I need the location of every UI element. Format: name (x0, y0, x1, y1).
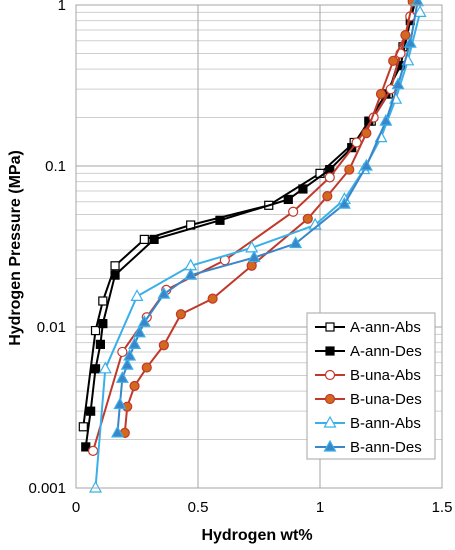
data-point (98, 296, 108, 306)
data-series (78, 0, 427, 493)
data-point (158, 340, 169, 351)
y-tick-label: 0.001 (28, 480, 66, 497)
data-point (123, 348, 137, 361)
data-point (359, 158, 373, 171)
legend-marker (325, 322, 335, 332)
data-point (110, 270, 120, 280)
data-point (95, 339, 106, 349)
data-point (113, 397, 127, 410)
legend-marker (324, 393, 336, 405)
x-tick-label: 0.5 (188, 499, 209, 516)
data-point (324, 172, 335, 183)
legend-label: B-una-Des (350, 391, 422, 408)
y-tick-label: 0.01 (37, 319, 66, 336)
y-tick-label: 1 (58, 0, 66, 14)
data-point (184, 267, 198, 280)
data-point (110, 425, 124, 438)
data-point (247, 250, 261, 263)
data-point (129, 380, 140, 392)
series-line (123, 1, 414, 433)
data-point (400, 30, 411, 41)
data-point (90, 364, 101, 374)
x-tick-label: 1 (316, 499, 324, 516)
x-axis-title: Hydrogen wt% (201, 527, 312, 544)
legend-label: A-ann-Des (350, 343, 422, 360)
data-point (175, 309, 187, 320)
data-point (115, 371, 129, 383)
data-point (117, 346, 128, 358)
series-B-ann-Des (110, 0, 425, 438)
data-point (245, 240, 259, 253)
data-point (141, 362, 152, 373)
data-point (89, 480, 103, 493)
data-point (289, 236, 303, 249)
data-point (98, 318, 108, 329)
legend-label: B-ann-Des (350, 439, 422, 456)
legend-label: A-ann-Abs (350, 319, 421, 336)
data-point (137, 315, 151, 327)
legend-box (306, 312, 436, 460)
plot-area-frame (75, 4, 443, 489)
data-point (411, 0, 425, 7)
data-point (207, 293, 218, 304)
data-point (86, 406, 96, 416)
data-point (78, 422, 88, 432)
data-point (215, 215, 225, 225)
legend-label: B-ann-Abs (350, 415, 421, 432)
data-point (375, 88, 387, 100)
data-point (298, 184, 308, 194)
data-point (413, 5, 427, 17)
data-point (388, 55, 399, 66)
data-point (87, 445, 99, 456)
data-point (337, 196, 351, 209)
data-point (139, 234, 149, 245)
legend-marker (324, 369, 336, 381)
y-axis-title: Hydrogen Pressure (MPa) (7, 150, 24, 346)
data-point (90, 325, 101, 336)
legend-marker (325, 346, 335, 356)
legend-marker (323, 439, 337, 452)
data-point (132, 325, 146, 338)
data-point (288, 206, 299, 217)
axis-ticks: 0 0.5 1 1.5 0.001 0.01 0.1 1 (28, 0, 452, 516)
data-point (149, 234, 159, 245)
data-point (283, 194, 293, 205)
x-tick-label: 0 (72, 499, 80, 516)
x-tick-label: 1.5 (432, 499, 453, 516)
data-point (130, 289, 144, 301)
legend: A-ann-Abs A-ann-Des B-una-Abs B-una-Des B-an… (306, 312, 436, 460)
data-point (120, 357, 134, 370)
legend-marker (323, 415, 337, 428)
data-point (361, 128, 372, 139)
data-point (157, 286, 171, 299)
data-point (344, 164, 355, 175)
legend-label: B-una-Abs (350, 367, 421, 384)
data-point (322, 191, 333, 202)
data-point (246, 260, 257, 271)
data-point (81, 442, 91, 452)
data-point (302, 213, 313, 224)
data-point (379, 113, 393, 126)
series-line (94, 12, 422, 489)
data-point (391, 77, 405, 90)
data-point (403, 35, 417, 48)
y-tick-label: 0.1 (45, 158, 66, 175)
data-point (98, 361, 112, 374)
data-point (110, 261, 120, 271)
data-point (128, 337, 142, 349)
